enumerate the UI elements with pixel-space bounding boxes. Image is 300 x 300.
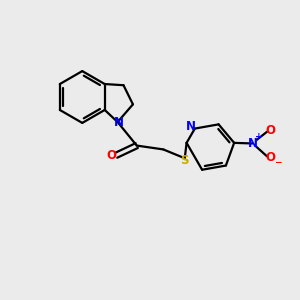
Text: N: N [248, 137, 258, 150]
Text: O: O [266, 124, 276, 137]
Text: O: O [266, 152, 276, 164]
Text: O: O [106, 149, 116, 162]
Text: N: N [186, 120, 196, 133]
Text: −: − [274, 158, 281, 167]
Text: S: S [180, 154, 188, 167]
Text: +: + [255, 133, 263, 142]
Text: N: N [113, 116, 124, 129]
